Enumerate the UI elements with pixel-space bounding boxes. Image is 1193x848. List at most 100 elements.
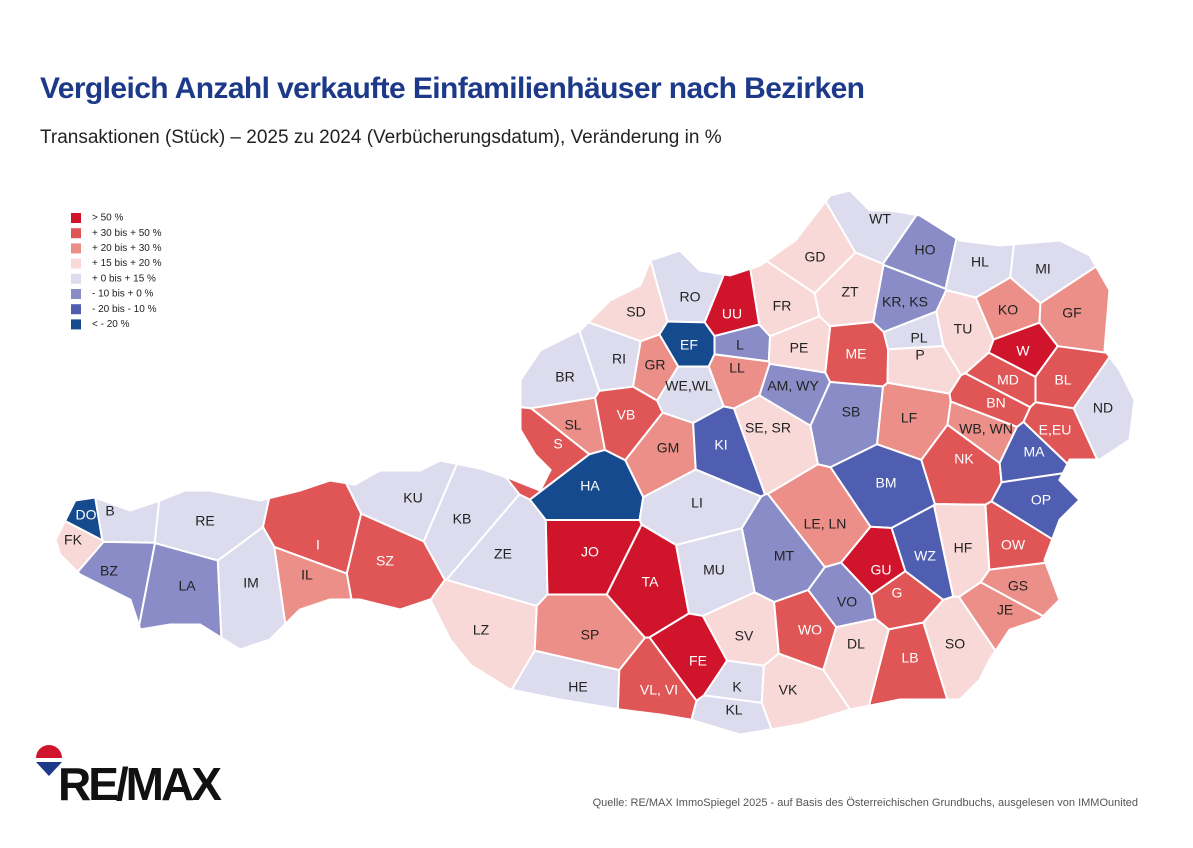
district-label: MU [703,562,725,578]
district-label: KI [714,437,727,453]
legend-label: + 0 bis + 15 % [92,273,156,284]
district-label: TU [954,321,973,337]
map [55,190,1135,735]
district-label: GS [1008,578,1028,594]
district-label: SE, SR [745,420,791,436]
district-label: SV [735,628,754,644]
district-label: W [1016,343,1030,359]
district-label: JO [581,544,599,560]
district-label: RO [680,289,701,305]
district-label: LZ [473,622,490,638]
legend-label: + 30 bis + 50 % [92,228,162,239]
legend-swatch [71,258,81,269]
district-label: FE [689,653,707,669]
district-label: LL [729,360,745,376]
district-label: L [736,337,744,353]
district-label: BN [986,395,1005,411]
legend-label: > 50 % [92,213,124,224]
title: Vergleich Anzahl verkaufte Einfamilienhä… [40,72,864,105]
district-label: FR [773,298,792,314]
district [55,540,157,735]
district-label: KL [725,702,742,718]
district-label: OP [1031,492,1051,508]
logo-text: RE/MAX [58,758,222,810]
district [261,375,363,575]
district-label: NK [954,451,974,467]
district-label: E,EU [1039,422,1072,438]
district-label: SP [581,627,600,643]
district-label: DO [76,507,97,523]
district [270,190,472,543]
district-label: HO [915,242,936,258]
legend-swatch [71,273,81,284]
district-label: RI [612,351,626,367]
district-label: EF [680,337,698,353]
legend-label: - 10 bis + 0 % [92,289,154,300]
district [55,190,196,544]
district [343,578,538,735]
district-label: UU [722,306,742,322]
district-label: LA [178,578,196,594]
district-label: VL, VI [640,682,678,698]
district-label: ZE [494,546,512,562]
logo-balloon-bottom [36,762,62,776]
legend: > 50 % + 30 bis + 50 % + 20 bis + 30 % + 15… [71,213,162,330]
district-label: WO [798,622,822,638]
district-label: MT [774,548,795,564]
logo-balloon-band [36,758,62,762]
district-label: HA [580,478,600,494]
legend-label: - 20 bis - 10 % [92,304,157,315]
district-label: JE [997,602,1013,618]
logo: RE/MAX [36,745,225,810]
district-label: MA [1024,444,1046,460]
district-label: TA [642,574,660,590]
subtitle: Transaktionen (Stück) – 2025 zu 2024 (Ve… [40,127,722,148]
legend-swatch [71,304,81,315]
district-label: GF [1062,305,1081,321]
district-label: HL [971,254,989,270]
district-label: WT [869,211,891,227]
district-label: K [732,679,742,695]
district-label: PE [790,340,809,356]
district-label: LB [901,650,918,666]
district-label: AM, WY [767,378,819,394]
legend-swatch [71,228,81,239]
district-label: IM [243,575,259,591]
legend-swatch [71,289,81,299]
legend-label: < - 20 % [92,319,130,330]
district-label: LE, LN [804,516,847,532]
district-label: DL [847,636,865,652]
district-label: SB [842,404,861,420]
district-label: HE [568,679,587,695]
source: Quelle: RE/MAX ImmoSpiegel 2025 - auf Ba… [593,797,1138,809]
legend-label: + 20 bis + 30 % [92,243,162,254]
district-label: BM [876,475,897,491]
district-label: GR [645,357,666,373]
district-label: IL [301,567,313,583]
district-label: WZ [914,548,936,564]
district-label: SZ [376,553,394,569]
district-label: GD [805,249,826,265]
district-label: ND [1093,400,1113,416]
district-label: GU [871,562,892,578]
district-label: SL [564,417,581,433]
district-label: SD [626,304,645,320]
district-label: BL [1054,372,1071,388]
district-label: MD [997,372,1019,388]
district-label: MI [1035,261,1051,277]
district [957,581,1135,735]
district-label: BR [555,369,574,385]
district-label: VB [617,407,636,423]
legend-swatch [71,319,81,330]
district-label: FK [64,532,83,548]
district-label: VK [779,682,798,698]
district-label: BZ [100,563,118,579]
district [679,694,785,735]
legend-label: + 15 bis + 20 % [92,258,162,269]
district-label: PL [910,330,927,346]
district [55,190,104,543]
district-label: RE [195,513,214,529]
district-label: LF [901,410,917,426]
